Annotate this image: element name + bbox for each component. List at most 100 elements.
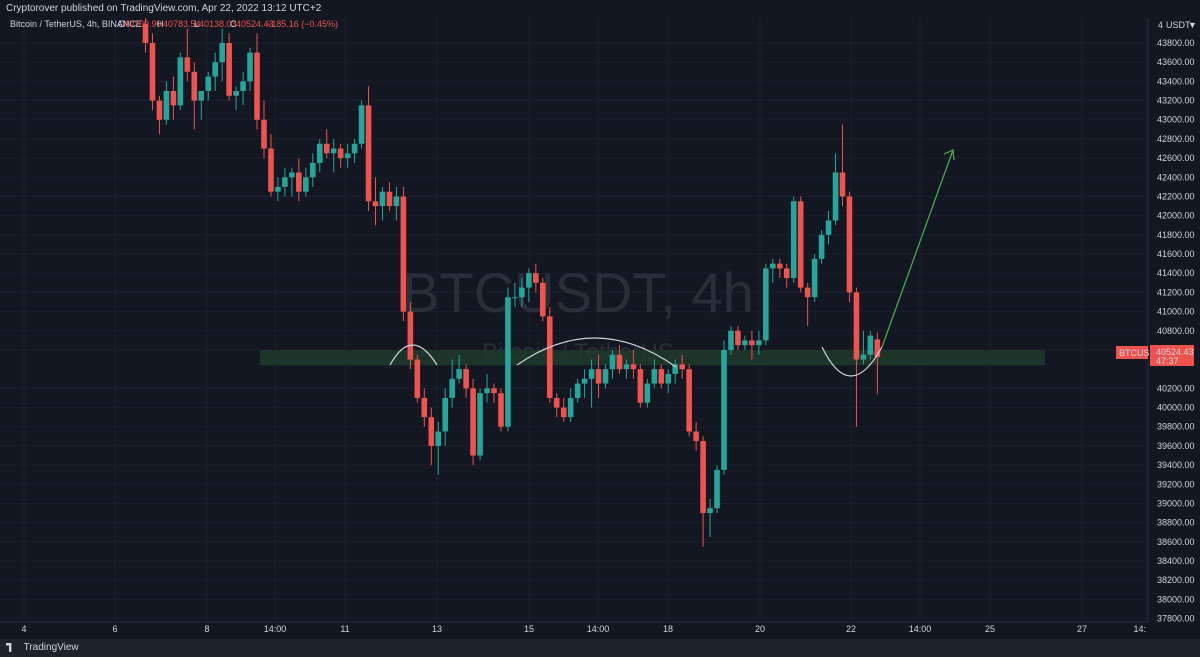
target-arrow[interactable] [881,149,954,348]
candle[interactable] [749,330,755,360]
candle[interactable] [428,407,435,466]
candle[interactable] [261,100,267,159]
footer-brand[interactable]: TradingView [23,642,79,653]
candle[interactable] [149,33,156,111]
candle[interactable] [400,186,407,322]
legend-symbol[interactable]: Bitcoin / TetherUS, 4h, BINANCE [10,19,142,29]
candle[interactable] [630,349,637,379]
candle[interactable] [553,393,560,418]
candle[interactable] [526,268,532,303]
candle[interactable] [623,359,630,379]
candle[interactable] [463,364,469,398]
candle[interactable] [323,129,330,159]
candle[interactable] [519,278,525,307]
candle[interactable] [756,330,762,355]
candle[interactable] [832,153,839,226]
candle[interactable] [351,138,358,163]
candle[interactable] [512,282,518,307]
candle[interactable] [247,47,253,91]
candle[interactable] [205,71,212,101]
candle[interactable] [337,143,344,168]
candle[interactable] [853,287,860,427]
candle[interactable] [860,330,867,365]
candle[interactable] [470,378,476,466]
candle[interactable] [672,359,679,384]
candle[interactable] [170,76,177,120]
candle[interactable] [498,388,504,432]
candle[interactable] [435,421,442,475]
candle[interactable] [546,306,553,403]
candle[interactable] [679,354,685,379]
candle[interactable] [330,138,337,173]
candle[interactable] [874,332,881,395]
candle[interactable] [477,388,483,461]
candle[interactable] [839,124,846,207]
candle[interactable] [818,230,825,264]
price-axis-settings-icon[interactable]: ▼ [1188,20,1197,30]
candle[interactable] [560,397,567,422]
candle[interactable] [344,143,351,168]
candle[interactable] [721,340,727,475]
price-axis-currency[interactable]: USDT [1166,20,1191,30]
candle[interactable] [790,196,797,283]
candle[interactable] [581,369,588,398]
candle[interactable] [156,95,163,135]
candle[interactable] [491,383,497,403]
candle[interactable] [539,278,546,322]
candle[interactable] [776,258,783,279]
candle[interactable] [595,354,602,398]
candle[interactable] [735,325,741,350]
candle[interactable] [811,254,818,303]
candle[interactable] [268,134,274,197]
candle[interactable] [442,388,449,446]
candle[interactable] [219,28,225,82]
candle[interactable] [797,196,804,293]
arc-right-bottom[interactable] [821,346,883,377]
candle[interactable] [574,378,581,403]
candle[interactable] [233,86,239,111]
candle[interactable] [846,191,853,303]
candle[interactable] [602,364,609,389]
candle[interactable] [825,210,832,245]
candle[interactable] [296,158,302,202]
candle[interactable] [714,465,720,514]
candle[interactable] [804,282,811,326]
candle[interactable] [198,90,205,120]
candle[interactable] [609,349,616,379]
candle[interactable] [693,421,699,451]
support-zone[interactable] [260,349,1045,366]
candle[interactable] [372,177,379,226]
candle[interactable] [700,436,706,547]
candle[interactable] [407,302,414,370]
candle[interactable] [533,263,539,293]
candle[interactable] [226,33,232,101]
candle[interactable] [651,359,658,389]
candle[interactable] [379,186,386,221]
candle[interactable] [567,388,574,422]
candle[interactable] [254,33,260,130]
candle[interactable] [644,378,651,408]
candle[interactable] [163,81,170,125]
candle[interactable] [358,100,365,149]
candle[interactable] [770,258,776,283]
candle[interactable] [212,52,218,91]
candle[interactable] [184,28,191,82]
candle[interactable] [177,52,184,111]
candle[interactable] [456,354,462,384]
candle[interactable] [289,167,295,197]
candle[interactable] [393,186,400,221]
candle[interactable] [309,153,316,187]
candle[interactable] [365,86,372,211]
candle[interactable] [783,263,790,288]
candle[interactable] [505,287,511,432]
candle[interactable] [728,325,734,355]
candle[interactable] [616,345,623,374]
candle[interactable] [414,354,421,403]
candle[interactable] [484,373,490,403]
candle[interactable] [867,330,874,360]
candle[interactable] [763,263,769,346]
candle[interactable] [588,359,595,408]
candle[interactable] [303,167,309,197]
candle[interactable] [742,335,748,350]
